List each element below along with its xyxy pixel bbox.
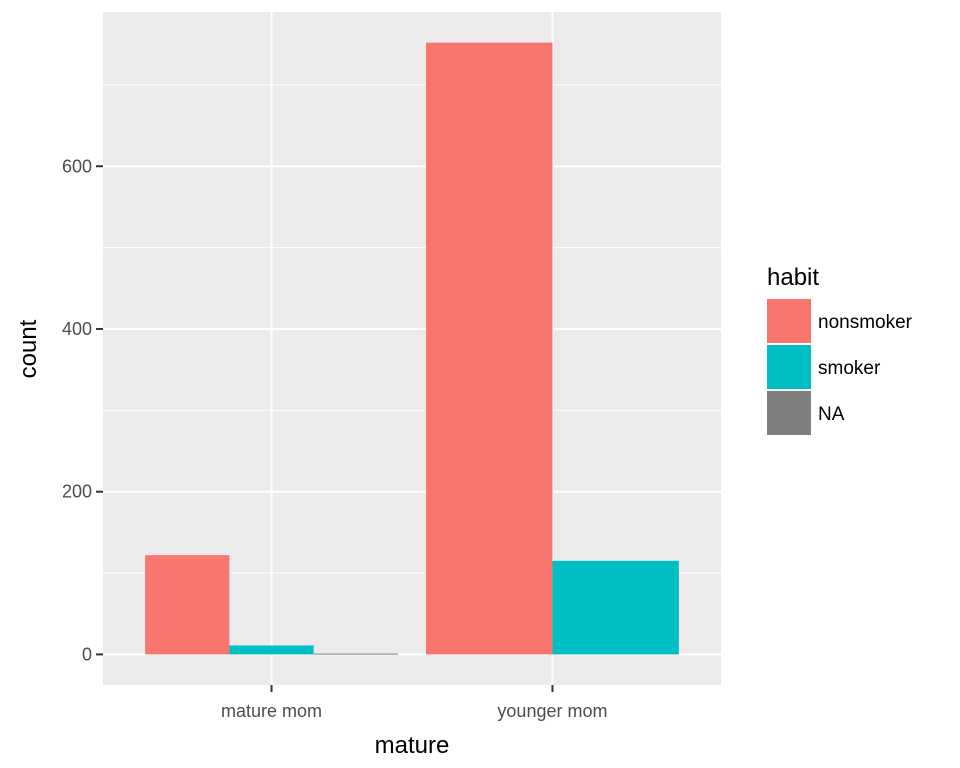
y-tick-label: 0 [82,644,92,664]
bar-na-mature-mom [313,653,398,655]
y-axis: 0 200 400 600 [62,156,103,664]
y-tick-label: 600 [62,156,92,176]
y-tick-label: 400 [62,319,92,339]
bar-smoker-younger-mom [552,560,679,655]
bar-smoker-mature-mom [229,645,314,655]
legend-key-na [767,391,811,435]
x-tick-label: mature mom [221,701,322,721]
bars [145,42,679,655]
legend-label-nonsmoker: nonsmoker [818,312,913,333]
bar-nonsmoker-mature-mom [145,555,230,655]
legend: habit nonsmoker smoker NA [767,264,913,435]
y-axis-title: count [15,319,42,378]
y-tick-label: 200 [62,482,92,502]
legend-key-smoker [767,345,811,389]
x-axis-title: mature [375,732,450,759]
x-tick-label: younger mom [497,701,607,721]
legend-title: habit [767,264,819,291]
legend-key-nonsmoker [767,299,811,343]
legend-label-na: NA [818,404,845,425]
legend-label-smoker: smoker [818,358,881,379]
x-axis: mature mom younger mom [221,685,607,721]
bar-nonsmoker-younger-mom [426,42,553,655]
